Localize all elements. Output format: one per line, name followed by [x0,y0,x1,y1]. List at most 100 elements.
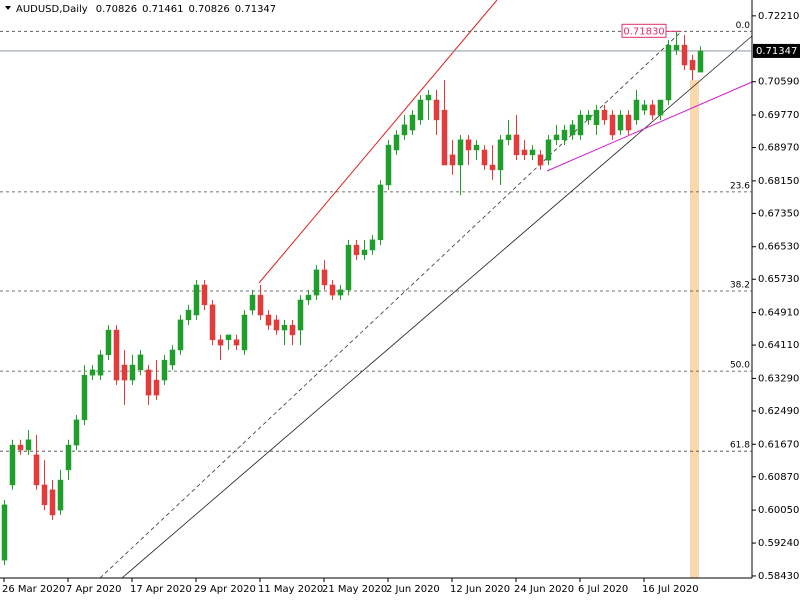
candle-body [537,154,544,166]
ohlc-value: 0.71347 [235,4,276,15]
fib-label: 38.2 [730,281,750,291]
menu-icon[interactable] [5,6,11,10]
candle-body [217,339,224,346]
candle-body [73,419,80,446]
candle-body [57,479,64,511]
candle-body [329,284,336,296]
x-tick-label: 11 May 2020 [258,584,323,595]
y-tick-label: 0.72210 [758,11,799,22]
ohlc-value: 0.70826 [96,4,137,15]
candle-body [25,439,32,451]
candle-body [41,484,48,506]
candle-body [225,334,232,341]
candle-body [281,324,288,331]
candle-body [577,114,584,136]
trendline [546,81,753,172]
candle-body [345,244,352,291]
candle-body [481,149,488,166]
x-tick-label: 2 Jun 2020 [386,584,440,595]
ohlc-value: 0.71461 [142,4,183,15]
candle-body [385,144,392,186]
candle-body [17,444,24,451]
trendline [258,0,498,284]
x-tick-label: 6 Jul 2020 [578,584,628,595]
candle-body [473,144,480,151]
candle-body [337,289,344,296]
candle-body [665,44,672,101]
candle-body [49,489,56,516]
candle-body [9,444,16,486]
candle-body [489,164,496,171]
candle-body [233,339,240,346]
candle-body [161,359,168,381]
candle-body [33,454,40,486]
candle-body [297,299,304,331]
y-tick-label: 0.68150 [758,176,799,187]
candle-body [601,109,608,121]
candle-body [113,329,120,381]
candle-body [257,294,264,316]
candle-body [649,104,656,116]
fib-trendline [99,30,683,579]
x-tick-label: 12 Jun 2020 [450,584,510,595]
y-tick-label: 0.59240 [758,538,799,549]
candle-body [609,114,616,136]
y-tick-label: 0.64910 [758,308,799,319]
candle-body [353,244,360,256]
candle-body [625,114,632,131]
y-tick-label: 0.68970 [758,143,799,154]
chart-title: AUDUSD,Daily [16,4,88,15]
candle-body [641,104,648,111]
candle-body [657,99,664,116]
y-tick-label: 0.64110 [758,340,799,351]
candle-body [185,309,192,321]
candle-body [425,94,432,101]
y-tick-label: 0.58430 [758,571,799,582]
candle-body [313,269,320,296]
candle-body [513,134,520,156]
candle-body [209,304,216,341]
candle-body [441,109,448,166]
highlight-band [690,80,699,578]
candle-body [681,44,688,66]
candle-body [377,184,384,241]
candle-body [521,149,528,156]
candle-body [585,114,592,121]
x-tick-label: 24 Jun 2020 [514,584,574,595]
y-tick-label: 0.65730 [758,274,799,285]
candle-body [241,314,248,351]
candle-body [593,109,600,126]
x-tick-label: 16 Jul 2020 [642,584,699,595]
candle-body [129,364,136,381]
candle-body [169,349,176,366]
candle-body [361,249,368,256]
y-tick-label: 0.60870 [758,472,799,483]
candle-body [321,269,328,286]
candle-body [249,294,256,311]
x-tick-label: 17 Apr 2020 [130,584,192,595]
candle-body [633,99,640,121]
candle-body [569,124,576,136]
y-tick-label: 0.70590 [758,77,799,88]
y-tick-label: 0.62490 [758,406,799,417]
candle-body [553,134,560,141]
candle-body [417,99,424,121]
candle-body [273,319,280,331]
price-label: 0.71347 [756,46,797,57]
y-tick-label: 0.67350 [758,208,799,219]
candle-body [673,44,680,51]
ohlc-value: 0.70826 [188,4,229,15]
high-marker-label: 0.71830 [623,26,664,37]
candle-body [89,369,96,376]
candle-body [449,154,456,166]
x-tick-label: 29 Apr 2020 [194,584,256,595]
fib-label: 61.8 [730,441,750,451]
candle-body [265,314,272,326]
candle-body [121,364,128,381]
candle-body [457,139,464,166]
candle-body [433,99,440,121]
candle-body [497,139,504,171]
x-tick-label: 21 May 2020 [322,584,387,595]
